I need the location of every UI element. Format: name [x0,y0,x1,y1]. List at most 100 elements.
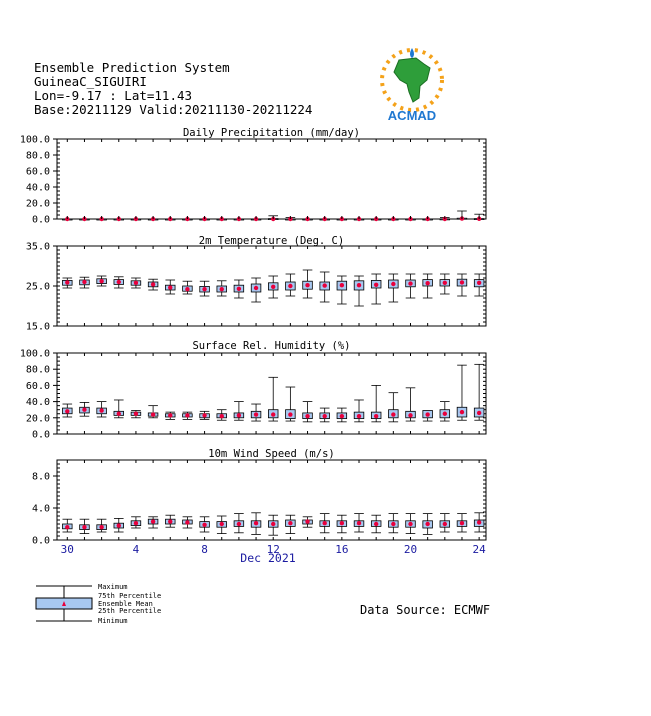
africa-map-icon [393,57,431,103]
mean-marker [168,519,173,524]
acmad-logo: ACMAD [380,48,444,123]
mean-marker [271,412,276,417]
mean-marker [219,287,224,292]
mean-marker [322,521,327,526]
mean-marker [288,521,293,526]
mean-marker [459,521,465,526]
x-tick-label: 12 [267,543,280,556]
mean-marker [236,286,242,291]
mean-marker [356,521,362,526]
mean-marker [99,525,104,530]
y-tick-label: 100.0 [20,349,50,360]
mean-marker [339,413,345,419]
sun-rays-icon [380,48,444,112]
mean-marker [65,280,70,285]
mean-marker [442,521,448,527]
mean-marker [408,413,413,418]
y-tick-label: 20.0 [26,413,50,424]
legend-mean: Ensemble Mean [98,600,153,608]
mean-marker [116,411,121,416]
panel-title: Surface Rel. Humidity (%) [192,340,350,352]
y-tick-label: 4.0 [32,504,50,515]
y-tick-label: 60.0 [26,167,50,178]
mean-marker [65,409,70,414]
mean-marker [373,282,379,287]
mean-marker [116,279,121,285]
y-tick-label: 40.0 [26,183,50,194]
mean-marker [425,412,430,417]
mean-marker [425,521,430,527]
mean-marker [185,287,190,292]
mean-marker [82,407,87,412]
mean-marker [373,413,379,419]
x-tick-label: 30 [61,543,74,556]
mean-marker [116,523,121,528]
y-tick-label: 60.0 [26,381,50,392]
mean-marker [339,521,345,526]
mean-marker [99,408,104,413]
mean-marker [391,281,396,287]
mean-marker [185,520,190,525]
mean-marker [305,519,310,524]
mean-marker [65,525,70,530]
y-tick-label: 40.0 [26,397,50,408]
month-label: Dec 2021 [240,551,295,565]
mean-marker [288,283,293,289]
mean-marker [82,525,87,530]
mean-marker [476,520,482,525]
mean-marker [236,413,242,418]
mean-marker [425,281,430,286]
panel-title: 10m Wind Speed (m/s) [208,448,334,460]
mean-marker [459,280,465,285]
y-tick-label: 0.0 [32,430,50,441]
water-drop-icon [410,48,414,58]
panel-frame [56,138,487,220]
mean-marker [356,413,362,419]
mean-marker [99,279,104,284]
mean-marker [339,283,345,288]
header-station: GuineaC_SIGUIRI [34,74,147,89]
mean-marker [322,283,327,288]
legend-minimum: Minimum [98,617,128,625]
y-tick-label: 35.0 [26,242,50,253]
y-tick-label: 25.0 [26,282,50,293]
mean-marker [202,413,207,418]
panel-frame [56,352,487,435]
mean-marker [271,284,276,289]
x-tick-label: 4 [133,543,140,556]
mean-marker [168,285,173,290]
mean-marker [271,521,276,527]
mean-marker [150,519,156,524]
y-tick-label: 80.0 [26,151,50,162]
y-tick-label: 0.0 [32,215,50,226]
mean-marker [219,413,224,419]
mean-marker [391,521,396,527]
mean-marker [373,521,379,527]
mean-marker [202,287,207,292]
mean-marker [219,521,224,527]
mean-marker [391,412,396,417]
mean-marker [202,522,207,527]
legend-25th: 25th Percentile [98,607,162,615]
mean-marker [305,283,310,288]
mean-marker [408,521,413,527]
x-tick-label: 16 [335,543,348,556]
mean-marker [408,281,413,286]
mean-marker [288,412,293,417]
x-tick-label: 24 [473,543,487,556]
y-tick-label: 8.0 [32,472,50,483]
y-tick-label: 80.0 [26,365,50,376]
mean-marker [253,521,259,526]
mean-marker [442,280,448,285]
y-tick-label: 20.0 [26,199,50,210]
mean-marker [253,412,259,417]
mean-marker [82,279,87,285]
mean-marker [322,413,327,419]
mean-marker [150,412,156,417]
legend-box-diagram [35,585,93,622]
mean-marker [442,411,448,416]
mean-marker [476,410,482,416]
mean-marker [305,413,310,419]
mean-marker [133,411,139,416]
y-tick-label: 100.0 [20,135,50,146]
